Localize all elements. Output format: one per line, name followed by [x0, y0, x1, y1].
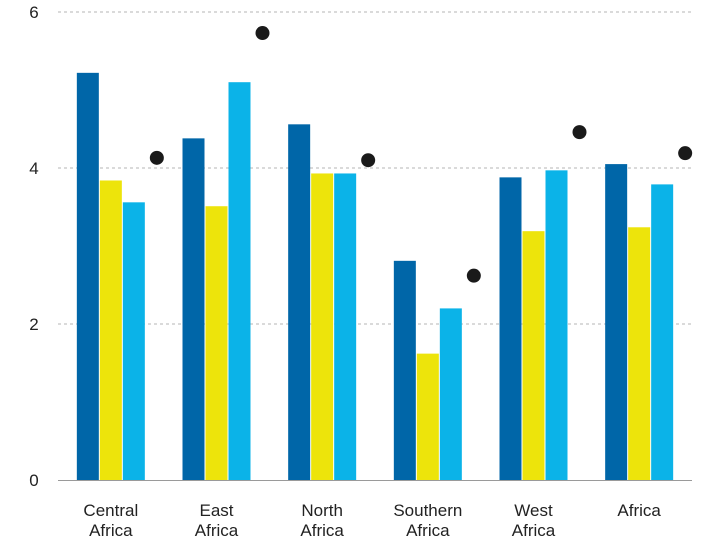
- bar-series3-5: [651, 184, 674, 480]
- marker-0: [149, 150, 164, 165]
- category-label-line: North: [301, 501, 343, 520]
- marker-2: [361, 153, 376, 168]
- category-label-line: Africa: [406, 521, 450, 540]
- bar-series2-5: [628, 227, 651, 480]
- category-label-5: Africa: [617, 501, 661, 520]
- category-label-1: East Africa: [195, 501, 239, 540]
- bars: [76, 72, 674, 481]
- category-label-line: Africa: [300, 521, 344, 540]
- bar-series3-0: [122, 202, 145, 480]
- y-tick-label-2: 2: [29, 315, 38, 334]
- marker-4: [572, 125, 587, 140]
- category-label-3: Southern Africa: [393, 501, 462, 540]
- category-label-line: Southern: [393, 501, 462, 520]
- y-tick-label-6: 6: [29, 3, 38, 22]
- bar-series1-1: [182, 138, 205, 481]
- bar-series1-5: [605, 164, 628, 480]
- marker-3: [466, 268, 481, 283]
- category-label-2: North Africa: [300, 501, 344, 540]
- bar-series2-1: [205, 206, 228, 480]
- category-label-0: Central Africa: [83, 501, 138, 540]
- category-label-line: Central: [83, 501, 138, 520]
- bar-series1-2: [288, 124, 311, 480]
- markers: [149, 26, 693, 283]
- bar-series3-4: [545, 170, 568, 480]
- category-label-line: East: [199, 501, 233, 520]
- bar-series3-1: [228, 82, 251, 480]
- bar-series2-3: [416, 353, 439, 480]
- bar-series1-4: [499, 177, 522, 481]
- category-label-4: West Africa: [512, 501, 556, 540]
- bar-series3-2: [334, 173, 357, 480]
- category-label-line: Africa: [195, 521, 239, 540]
- category-label-line: Africa: [617, 501, 661, 520]
- y-axis-ticks: 0 2 4 6: [29, 3, 38, 490]
- category-label-line: West: [514, 501, 553, 520]
- category-label-line: Africa: [512, 521, 556, 540]
- y-tick-label-0: 0: [29, 471, 38, 490]
- bar-series2-0: [99, 180, 122, 481]
- bar-series2-4: [522, 231, 545, 480]
- marker-1: [255, 26, 270, 41]
- bar-series3-3: [439, 308, 462, 480]
- marker-5: [678, 146, 693, 161]
- gridlines: [58, 11, 692, 325]
- bar-series1-0: [76, 72, 99, 480]
- category-label-line: Africa: [89, 521, 133, 540]
- bar-series2-2: [311, 173, 334, 480]
- y-tick-label-4: 4: [29, 159, 38, 178]
- bar-series1-3: [393, 260, 416, 480]
